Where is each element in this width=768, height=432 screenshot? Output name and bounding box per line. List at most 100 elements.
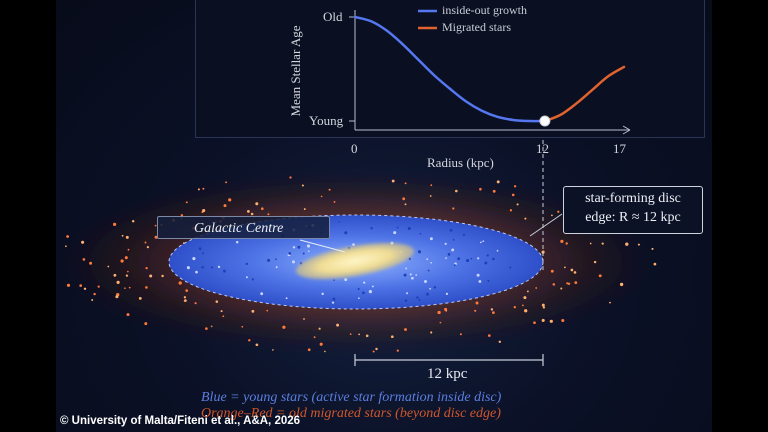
migrated-star-dot: [513, 306, 516, 309]
migrated-star-dot: [116, 280, 120, 285]
edge-leader-line: [529, 213, 563, 237]
migrated-star-dot: [511, 193, 515, 197]
young-star-dot: [306, 244, 311, 248]
left-letterbox: [0, 0, 56, 432]
migrated-star-dot: [522, 304, 524, 307]
migrated-star-dot: [474, 309, 477, 312]
young-star-dot: [449, 228, 453, 232]
migrated-star-dot: [526, 290, 529, 293]
young-star-dot: [486, 254, 489, 257]
callout-line-2: edge: R ≈ 12 kpc: [585, 210, 681, 225]
migrated-star-dot: [125, 274, 129, 277]
young-star-dot: [393, 231, 397, 235]
migrated-star-dot: [430, 331, 433, 334]
young-star-dot: [419, 232, 422, 235]
young-star-dot: [479, 241, 482, 244]
young-star-dot: [307, 250, 310, 253]
migrated-star-dot: [89, 261, 93, 265]
young-star-dot: [285, 297, 288, 300]
migrated-star-dot: [589, 242, 592, 245]
migrated-star-dot: [490, 308, 494, 311]
migrated-star-dot: [131, 219, 135, 223]
young-star-dot: [371, 285, 374, 288]
migrated-star-dot: [372, 350, 375, 353]
migrated-star-dot: [125, 235, 129, 239]
young-star-dot: [292, 246, 296, 249]
migrated-star-dot: [523, 296, 527, 300]
migrated-star-dot: [651, 247, 654, 250]
young-star-dot: [195, 270, 198, 274]
migrated-star-dot: [261, 207, 264, 210]
migrated-star-dot: [183, 296, 187, 299]
migrated-star-dot: [492, 311, 495, 314]
migrated-star-dot: [444, 307, 448, 311]
young-star-dot: [288, 252, 292, 255]
migrated-star-dot: [185, 289, 189, 292]
migrated-star-dot: [144, 241, 147, 244]
young-star-dot: [415, 274, 418, 276]
young-star-dot: [245, 262, 248, 266]
migrated-star-dot: [66, 283, 71, 287]
migrated-star-dot: [66, 235, 69, 238]
migrated-star-dot: [609, 301, 611, 304]
young-star-dot: [453, 264, 456, 266]
young-star-dot: [217, 265, 221, 269]
migrated-star-dot: [598, 274, 602, 278]
young-star-dot: [405, 267, 408, 270]
migrated-star-dot: [124, 256, 128, 260]
migrated-star-dot: [113, 273, 117, 277]
migrated-star-dot: [524, 217, 527, 220]
young-star-dot: [411, 276, 414, 280]
migrated-star-dot: [197, 188, 200, 191]
migrated-star-dot: [637, 243, 640, 246]
young-star-dot: [406, 292, 409, 295]
young-star-dot: [362, 291, 365, 295]
migrated-star-dot: [255, 202, 259, 206]
migrated-star-dot: [542, 306, 546, 309]
migrated-star-dot: [535, 287, 538, 289]
young-star-dot: [344, 231, 348, 235]
migrated-star-dot: [228, 198, 232, 202]
migrated-star-dot: [149, 274, 153, 278]
young-star-dot: [363, 281, 366, 284]
migrated-star-dot: [513, 185, 517, 188]
young-star-dot: [186, 266, 190, 270]
x-tick-0: 0: [351, 141, 358, 156]
migrated-star-dot: [429, 195, 432, 197]
migrated-star-dot: [336, 323, 340, 327]
migrated-star-dot: [267, 213, 270, 216]
young-star-dot: [487, 279, 490, 282]
galactic-core: [295, 242, 415, 280]
young-star-dot: [470, 257, 473, 260]
young-star-dot: [429, 287, 431, 290]
young-star-dot: [478, 280, 482, 283]
migrated-star-dot: [560, 287, 563, 290]
young-star-dot: [333, 279, 335, 282]
migrated-star-dot: [138, 297, 142, 300]
migrated-star-dot: [318, 327, 321, 330]
x-tick-17: 17: [613, 141, 626, 156]
migrated-star-dot: [223, 204, 227, 208]
migrated-star-dot: [180, 214, 184, 217]
migrated-star-dot: [475, 301, 479, 305]
young-star-dot: [447, 253, 451, 256]
migrated-star-dot: [313, 336, 316, 339]
migrated-star-dot: [496, 180, 500, 184]
migrated-star-dot: [82, 258, 86, 261]
migrated-star-dot: [178, 281, 182, 285]
migrated-star-dot: [220, 310, 223, 313]
migrated-star-dot: [541, 303, 545, 307]
young-star-dot: [302, 252, 305, 255]
migrated-star-dot: [349, 333, 352, 335]
scale-bar-label: 12 kpc: [427, 366, 468, 382]
migrated-star-dot: [404, 328, 407, 331]
migrated-star-dot: [573, 271, 577, 274]
migrated-star-dot: [107, 265, 110, 268]
migrated-star-dot: [563, 266, 566, 269]
young-star-dot: [426, 258, 429, 261]
young-star-dot: [321, 292, 324, 296]
young-star-dot: [462, 233, 466, 236]
young-star-dot: [404, 299, 408, 302]
migrated-star-dot: [404, 182, 407, 185]
migrated-star-dot: [266, 309, 269, 312]
